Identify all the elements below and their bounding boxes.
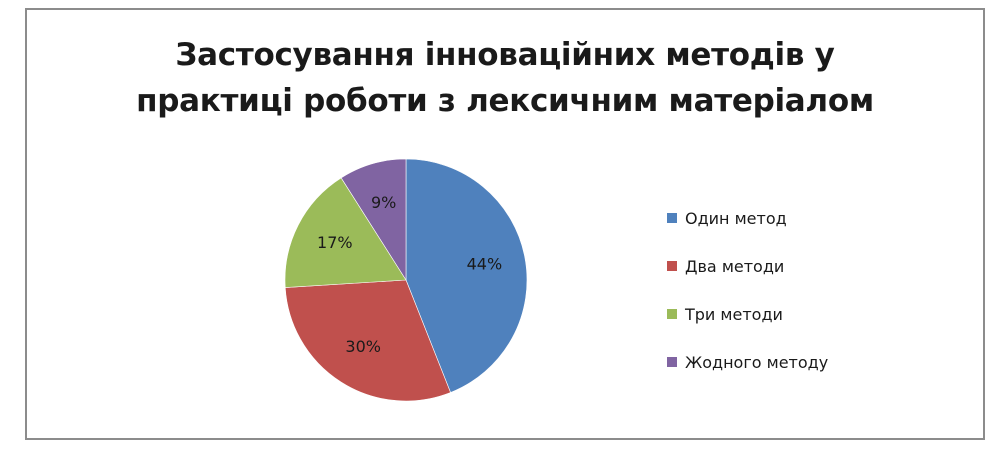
legend-swatch-0 (667, 213, 677, 223)
pie-slices (284, 158, 528, 402)
legend-label-0: Один метод (685, 208, 787, 228)
legend-item-2: Три методи (667, 302, 828, 326)
pie-data-label-3: 9% (371, 193, 396, 212)
legend-swatch-1 (667, 261, 677, 271)
chart-title: Застосування інноваційних методів у прак… (27, 32, 983, 124)
chart-title-line-1: Застосування інноваційних методів у (175, 37, 835, 73)
pie-data-label-2: 17% (317, 233, 353, 252)
legend-label-3: Жодного методу (685, 352, 829, 372)
legend: Один метод Два методи Три методи Жодного… (667, 206, 828, 398)
pie-slice-0 (405, 158, 528, 393)
legend-swatch-3 (667, 357, 677, 367)
pie-data-label-0: 44% (467, 255, 503, 274)
pie-slice-3 (340, 158, 407, 282)
pie-slice-1 (284, 279, 451, 402)
legend-swatch-2 (667, 309, 677, 319)
chart-title-line-2: практиці роботи з лексичним матеріалом (136, 83, 874, 119)
pie-data-label-1: 30% (345, 337, 381, 356)
legend-item-1: Два методи (667, 254, 828, 278)
legend-label-2: Три методи (685, 304, 783, 324)
pie-slice-2 (284, 177, 407, 288)
chart-area: Застосування інноваційних методів у прак… (25, 8, 985, 440)
legend-item-3: Жодного методу (667, 350, 828, 374)
pie-data-labels: 44% 30% 17% 9% (317, 193, 502, 356)
legend-item-0: Один метод (667, 206, 828, 230)
pie-chart: 44% 30% 17% 9% (284, 158, 528, 402)
legend-label-1: Два методи (685, 256, 785, 276)
